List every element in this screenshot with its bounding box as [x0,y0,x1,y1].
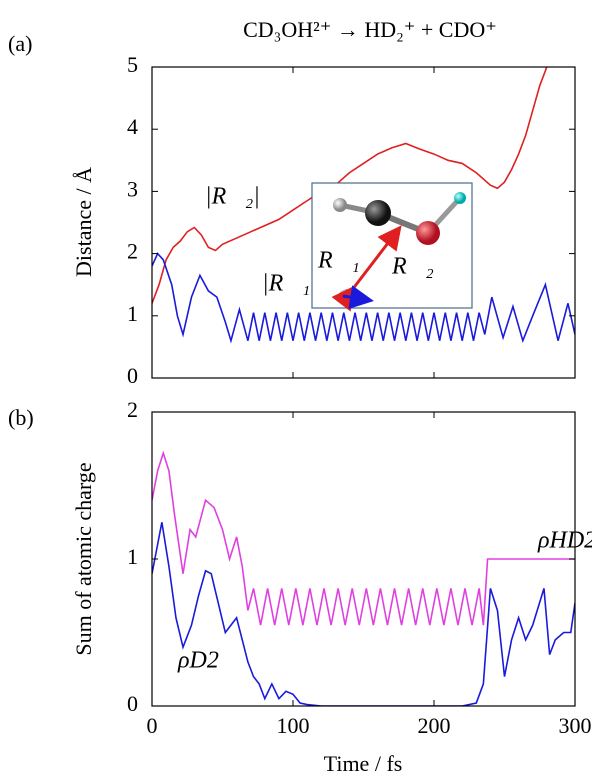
panel-label: (a) [8,31,32,56]
x-tick-label: 300 [559,713,592,738]
y-axis-label: Distance / Å [71,167,96,277]
x-axis-label: Time / fs [324,751,403,776]
y-tick-label: 2 [127,239,138,264]
x-tick-label: 100 [277,713,310,738]
chart-title: CD₃OH²⁺ → HD₂⁺ + CDO⁺ [243,17,497,42]
y-tick-label: 3 [127,176,138,201]
molecule-inset: R⃗₁ R⃗₂ [312,183,472,308]
series-label: |R⃗₂| [205,184,260,210]
y-tick-label: 5 [127,52,138,77]
series-label: |R⃗₁| [262,271,317,297]
x-tick-label: 0 [147,713,158,738]
series-label: ρHD2 [537,528,592,554]
series-label: ρD2 [177,648,219,674]
y-tick-label: 1 [127,301,138,326]
data-line [152,522,575,706]
y-tick-label: 2 [127,397,138,422]
y-axis-label: Sum of atomic charge [71,462,96,655]
panel-label: (b) [8,405,34,430]
y-tick-label: 4 [127,114,138,139]
inset-label: R⃗₁ [317,248,360,274]
y-tick-label: 0 [127,363,138,388]
x-tick-label: 200 [418,713,451,738]
inset-label: R⃗₂ [391,254,434,280]
y-tick-label: 1 [127,544,138,569]
y-tick-label: 0 [127,691,138,716]
data-line [152,453,575,625]
figure: CD₃OH²⁺ → HD₂⁺ + CDO⁺ (a) (b) Distance /… [0,0,592,780]
